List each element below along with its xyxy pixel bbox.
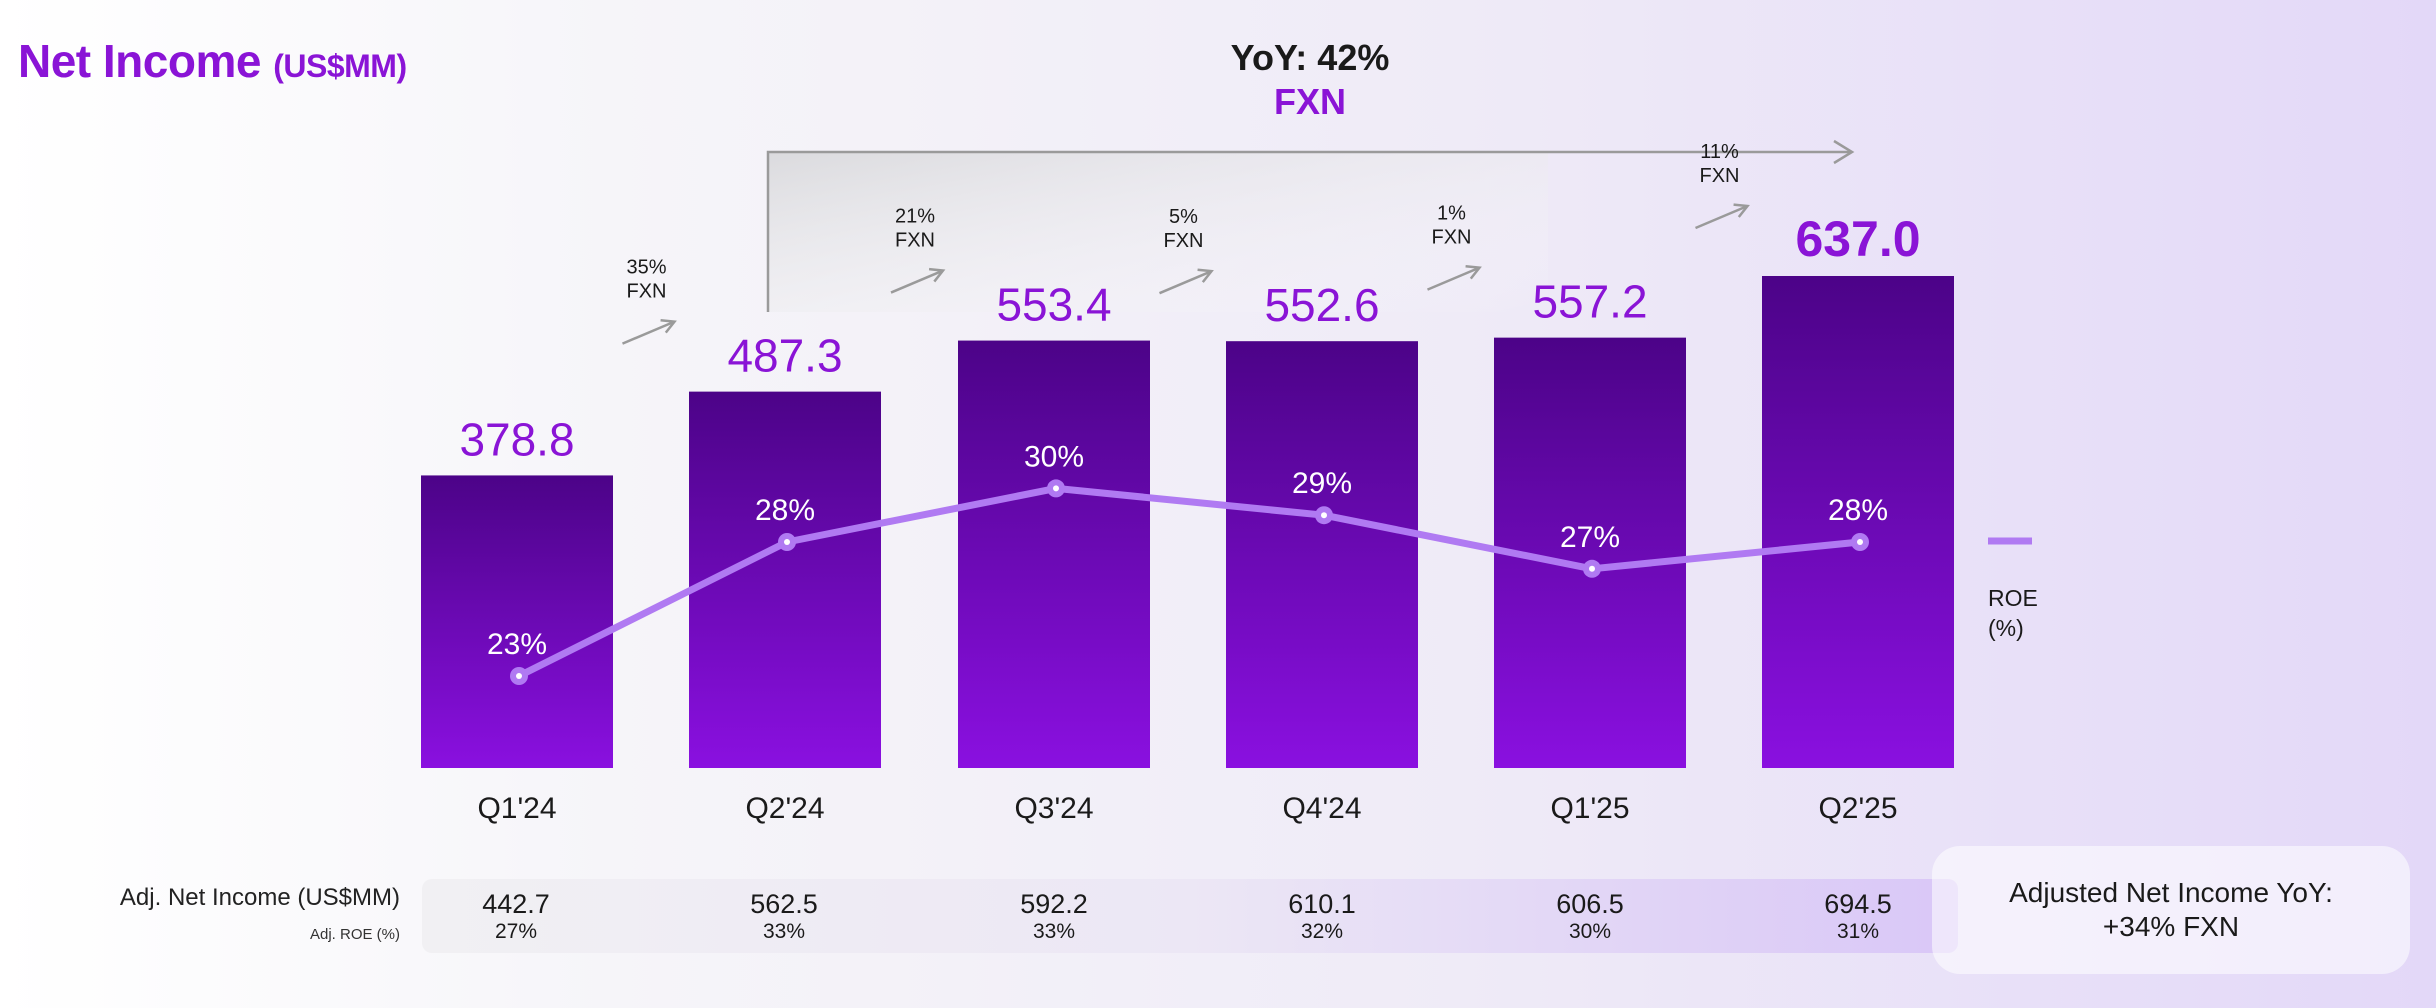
growth-fxn-label: FXN: [627, 281, 667, 303]
category-tick-label: Q4'24: [1282, 792, 1361, 825]
title-main: Net Income: [18, 35, 261, 87]
adj-roe-value: 30%: [1568, 920, 1612, 943]
roe-legend-label: (%): [1988, 615, 2024, 641]
growth-pct-label: 5%: [1169, 206, 1198, 228]
roe-point-center: [1053, 485, 1059, 492]
adj-net-income-value: 562.5: [750, 889, 818, 919]
adj-cell: 592.2 33%: [974, 889, 1134, 945]
growth-arrowhead: [1465, 264, 1482, 280]
bar-value-label: 637.0: [1795, 211, 1920, 267]
callout-line2: +34% FXN: [2102, 911, 2240, 942]
bar: [1762, 276, 1954, 768]
bar-value-label: 553.4: [996, 279, 1111, 331]
title-unit: (US$MM): [273, 48, 407, 84]
adj-net-income-value: 610.1: [1288, 889, 1356, 919]
page-title: Net Income (US$MM): [18, 34, 407, 88]
callout-line1: Adjusted Net Income YoY:: [2009, 877, 2333, 908]
yoy-bracket-arrowhead: [1833, 139, 1855, 165]
adj-net-income-value: 592.2: [1020, 889, 1088, 919]
category-tick-label: Q3'24: [1014, 792, 1093, 825]
roe-value-label: 29%: [1292, 467, 1352, 500]
growth-pct-label: 11%: [1700, 141, 1739, 163]
adj-net-income-value: 606.5: [1556, 889, 1624, 919]
growth-arrow: [622, 320, 675, 345]
category-tick-label: Q2'24: [745, 792, 824, 825]
roe-line: [517, 484, 1861, 680]
adj-cell: 442.7 27%: [436, 889, 596, 945]
roe-legend-label: ROE: [1988, 585, 2038, 611]
adj-cell: 610.1 32%: [1242, 889, 1402, 945]
growth-arrow: [1695, 204, 1748, 230]
bar: [958, 340, 1150, 768]
bar: [421, 475, 613, 768]
bar: [689, 391, 881, 768]
adj-net-income-value: 442.7: [482, 889, 550, 919]
adj-roe-value: 32%: [1300, 920, 1344, 943]
bar: [1226, 341, 1418, 768]
roe-point-center: [784, 539, 790, 545]
bar-value-label: 557.2: [1532, 276, 1647, 328]
adj-cell: 562.5 33%: [704, 889, 864, 945]
roe-point-center: [516, 673, 522, 679]
growth-arrowhead: [928, 267, 946, 283]
bar-value-label: 552.6: [1264, 279, 1379, 331]
roe-value-label: 30%: [1024, 440, 1084, 473]
yoy-bracket-fill: [768, 152, 1548, 312]
yoy-fxn: FXN: [1274, 81, 1346, 122]
category-tick-label: Q1'24: [477, 792, 556, 825]
growth-arrow: [890, 269, 944, 294]
roe-value-label: 23%: [487, 628, 547, 661]
growth-arrowhead: [1733, 203, 1750, 218]
roe-point-center: [1589, 565, 1595, 572]
adj-net-income-value: 694.5: [1824, 889, 1892, 919]
growth-arrow: [1159, 270, 1212, 295]
roe-point-center: [1321, 512, 1327, 519]
yoy-value: YoY: 42%: [1230, 37, 1390, 78]
roe-value-label: 28%: [755, 494, 815, 527]
growth-fxn-label: FXN: [1700, 165, 1740, 187]
growth-fxn-label: FXN: [1432, 227, 1472, 249]
adj-cell: 694.5 31%: [1778, 889, 1938, 945]
roe-value-label: 27%: [1560, 521, 1620, 554]
bar-value-label: 487.3: [727, 330, 842, 382]
adjusted-metrics-table: 442.7 27% 562.5 33% 592.2 33% 610.1 32% …: [422, 879, 1958, 953]
growth-pct-label: 1%: [1437, 203, 1466, 225]
roe-point-center: [1857, 539, 1863, 545]
adj-cell: 606.5 30%: [1510, 889, 1670, 945]
growth-arrow: [1427, 266, 1480, 291]
adj-roe-label: Adj. ROE (%): [309, 926, 400, 943]
adj-roe-value: 33%: [1032, 920, 1076, 943]
yoy-bracket-arrow: [766, 150, 1852, 312]
category-tick-label: Q2'25: [1818, 792, 1897, 825]
adj-roe-value: 27%: [494, 920, 538, 943]
adj-roe-value: 33%: [762, 920, 806, 943]
yoy-summary: YoY: 42% FXN: [1150, 36, 1470, 124]
growth-pct-label: 35%: [626, 257, 666, 279]
growth-arrowhead: [1197, 268, 1214, 283]
adj-net-income-label: Adj. Net Income (US$MM): [119, 884, 400, 911]
growth-arrowhead: [660, 318, 677, 334]
category-tick-label: Q1'25: [1550, 792, 1629, 825]
growth-pct-label: 21%: [895, 206, 935, 228]
bar-value-label: 378.8: [459, 413, 574, 465]
roe-value-label: 28%: [1828, 494, 1888, 527]
adj-roe-value: 31%: [1836, 920, 1880, 943]
adjusted-yoy-callout: Adjusted Net Income YoY: +34% FXN: [1932, 846, 2410, 974]
growth-fxn-label: FXN: [895, 230, 935, 252]
growth-fxn-label: FXN: [1164, 230, 1204, 252]
